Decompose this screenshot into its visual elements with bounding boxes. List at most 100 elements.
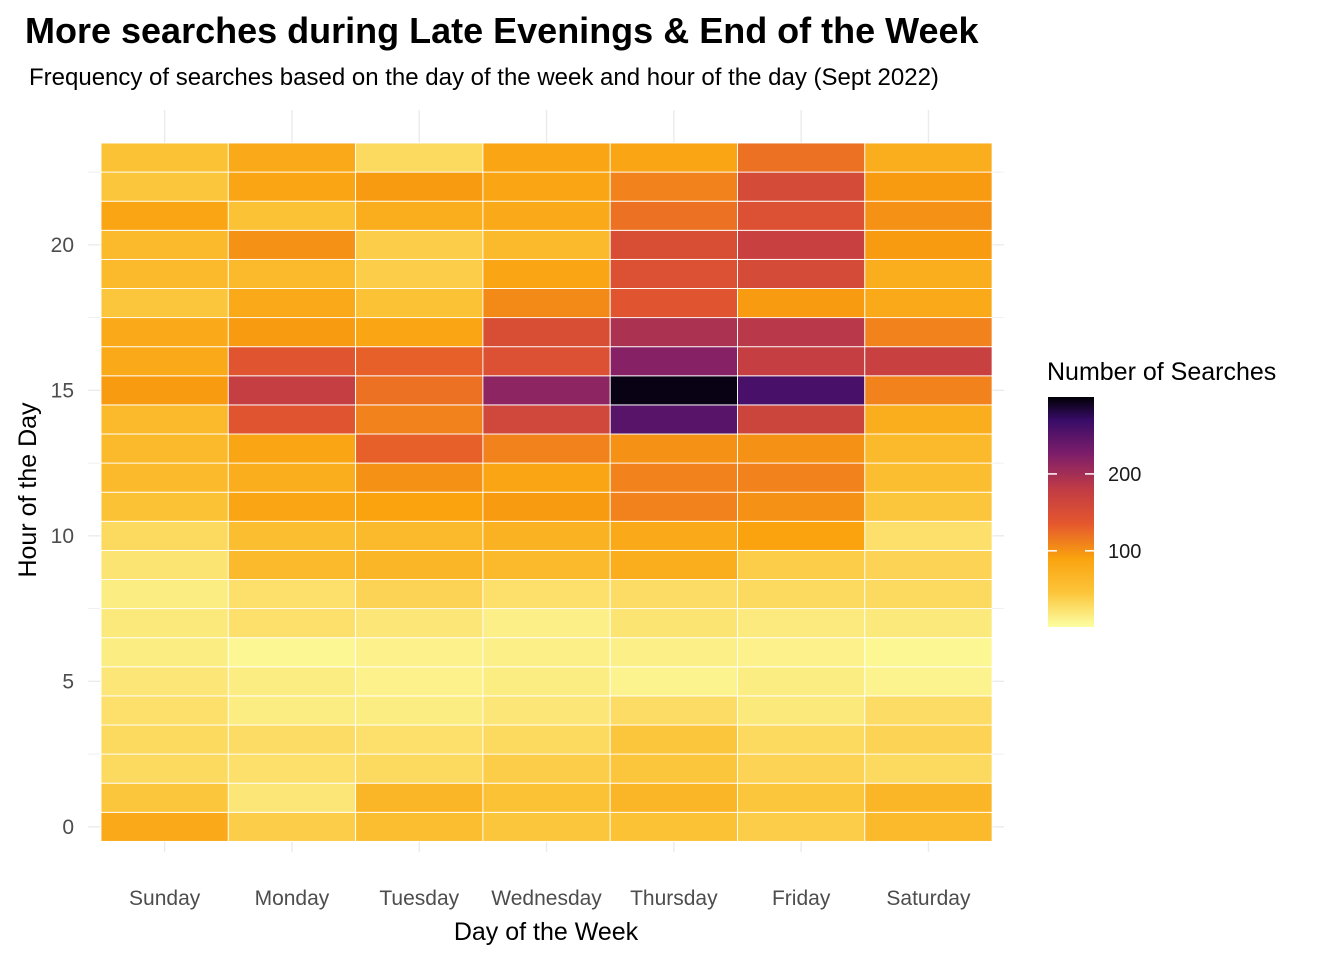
heatmap-tile: [100, 433, 229, 464]
heatmap-tile: [609, 637, 738, 668]
x-tick-label: Thursday: [630, 887, 718, 910]
heatmap-tile: [864, 171, 993, 202]
heatmap-tile: [737, 666, 866, 697]
heatmap-tile: [864, 491, 993, 522]
heatmap-tile: [227, 637, 357, 668]
legend-tick-label: 100: [1108, 541, 1141, 563]
heatmap-tile: [864, 695, 993, 726]
heatmap-tile: [609, 782, 738, 813]
heatmap-tile: [355, 811, 484, 842]
y-axis-ticks: 0 5 10 15 20: [51, 234, 74, 839]
heatmap-tile: [609, 375, 738, 406]
heatmap-tile: [100, 462, 229, 493]
heatmap-tile: [737, 200, 866, 231]
heatmap-tile: [482, 724, 611, 755]
heatmap-tile: [482, 317, 611, 348]
heatmap-tile: [609, 433, 738, 464]
heatmap-tile: [355, 782, 484, 813]
heatmap-tile: [737, 229, 866, 260]
y-tick-label: 5: [62, 670, 74, 693]
heatmap-tile: [482, 258, 611, 289]
heatmap-tile: [737, 637, 866, 668]
heatmap-tile: [482, 491, 611, 522]
heatmap-tile: [609, 142, 738, 173]
heatmap-tile: [609, 608, 738, 639]
heatmap-tile: [100, 346, 229, 377]
heatmap-tile: [609, 200, 738, 231]
heatmap-tile: [609, 229, 738, 260]
heatmap-tile: [609, 811, 738, 842]
heatmap-tile: [737, 171, 866, 202]
heatmap-tile: [100, 200, 229, 231]
heatmap-tile: [100, 666, 229, 697]
heatmap-tile: [864, 317, 993, 348]
heatmap-tile: [609, 579, 738, 610]
x-tick-label: Sunday: [129, 887, 201, 910]
legend-ticks: 100 200: [1048, 464, 1141, 563]
heatmap-tile: [737, 724, 866, 755]
heatmap-tile: [227, 229, 357, 260]
heatmap-tile: [482, 520, 611, 551]
y-tick-label: 20: [51, 234, 74, 257]
heatmap-tile: [100, 229, 229, 260]
heatmap-tile: [227, 462, 357, 493]
heatmap-tile: [737, 608, 866, 639]
heatmap-tile: [864, 433, 993, 464]
heatmap-tile: [355, 579, 484, 610]
heatmap-tile: [100, 579, 229, 610]
heatmap-tile: [355, 637, 484, 668]
heatmap-tile: [737, 549, 866, 580]
heatmap-tile: [864, 200, 993, 231]
heatmap-tile: [864, 288, 993, 319]
x-axis-ticks: Sunday Monday Tuesday Wednesday Thursday Frid…: [129, 887, 971, 910]
x-tick-label: Friday: [772, 887, 831, 910]
y-tick-label: 0: [62, 816, 74, 839]
heatmap-tile: [100, 375, 229, 406]
legend: Number of Searches 100 200: [1047, 358, 1276, 627]
heatmap-tile: [355, 491, 484, 522]
heatmap-tile: [482, 811, 611, 842]
heatmap-tile: [227, 433, 357, 464]
heatmap-tile: [227, 346, 357, 377]
heatmap-tile: [737, 288, 866, 319]
heatmap-tile: [100, 549, 229, 580]
heatmap-tile: [609, 317, 738, 348]
heatmap-tile: [609, 171, 738, 202]
heatmap-tile: [482, 404, 611, 435]
heatmap-tile: [227, 549, 357, 580]
heatmap-tile: [227, 375, 357, 406]
heatmap-tile: [100, 695, 229, 726]
heatmap-tile: [100, 520, 229, 551]
heatmap-tile: [355, 549, 484, 580]
heatmap-tile: [864, 520, 993, 551]
y-axis-title: Hour of the Day: [14, 402, 42, 578]
heatmap-tile: [227, 288, 357, 319]
heatmap-tile: [864, 782, 993, 813]
heatmap-tile: [864, 375, 993, 406]
x-tick-label: Saturday: [886, 887, 971, 910]
heatmap-tile: [737, 433, 866, 464]
heatmap-tile: [482, 637, 611, 668]
heatmap-tile: [100, 404, 229, 435]
heatmap-tile: [227, 142, 357, 173]
chart-subtitle: Frequency of searches based on the day o…: [29, 64, 939, 91]
heatmap-tile: [864, 811, 993, 842]
heatmap-tile: [482, 433, 611, 464]
heatmap-tile: [355, 433, 484, 464]
heatmap-tile: [609, 666, 738, 697]
heatmap-tile: [609, 288, 738, 319]
heatmap-tile: [355, 520, 484, 551]
heatmap-tile: [864, 142, 993, 173]
heatmap-tile: [100, 171, 229, 202]
heatmap-tile: [355, 753, 484, 784]
heatmap-tile: [227, 608, 357, 639]
heatmap-tile: [227, 258, 357, 289]
heatmap-tile: [227, 666, 357, 697]
heatmap-tile: [737, 258, 866, 289]
heatmap-tile: [100, 782, 229, 813]
heatmap-tile: [355, 258, 484, 289]
heatmap-tiles: [100, 142, 993, 842]
heatmap-tile: [737, 317, 866, 348]
heatmap-tile: [864, 549, 993, 580]
heatmap-tile: [100, 811, 229, 842]
